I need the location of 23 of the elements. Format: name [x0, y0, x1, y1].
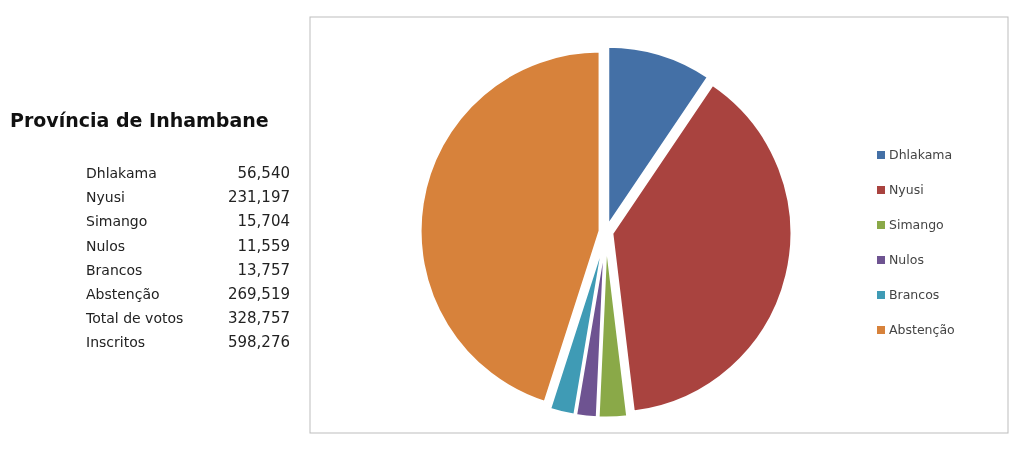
- text: 598,276: [227, 333, 290, 352]
- text: 269,519: [227, 285, 290, 303]
- legend-label: Simango: [889, 217, 944, 232]
- legend-label: Nyusi: [889, 182, 924, 197]
- legend-label: Abstenção: [889, 322, 955, 337]
- text: 56,540: [237, 164, 290, 182]
- text: 15,704: [237, 212, 290, 231]
- legend-label: Nulos: [889, 252, 924, 267]
- text: Inscritos: [86, 334, 145, 351]
- text: Nyusi: [86, 189, 125, 206]
- text: Província de Inhambane: [10, 109, 269, 131]
- text: 11,559: [237, 236, 290, 255]
- text: Nulos: [86, 237, 126, 254]
- text: Brancos: [86, 261, 143, 278]
- legend-label: Dhlakama: [889, 147, 953, 162]
- text: Dhlakama: [86, 165, 157, 181]
- legend-label: Brancos: [889, 287, 940, 302]
- text: 13,757: [237, 260, 290, 279]
- text: Total de votos: [85, 310, 184, 327]
- text: Simango: [86, 213, 148, 230]
- text: 328,757: [227, 309, 290, 328]
- text: Abstenção: [86, 286, 160, 302]
- text: 231,197: [227, 188, 290, 207]
